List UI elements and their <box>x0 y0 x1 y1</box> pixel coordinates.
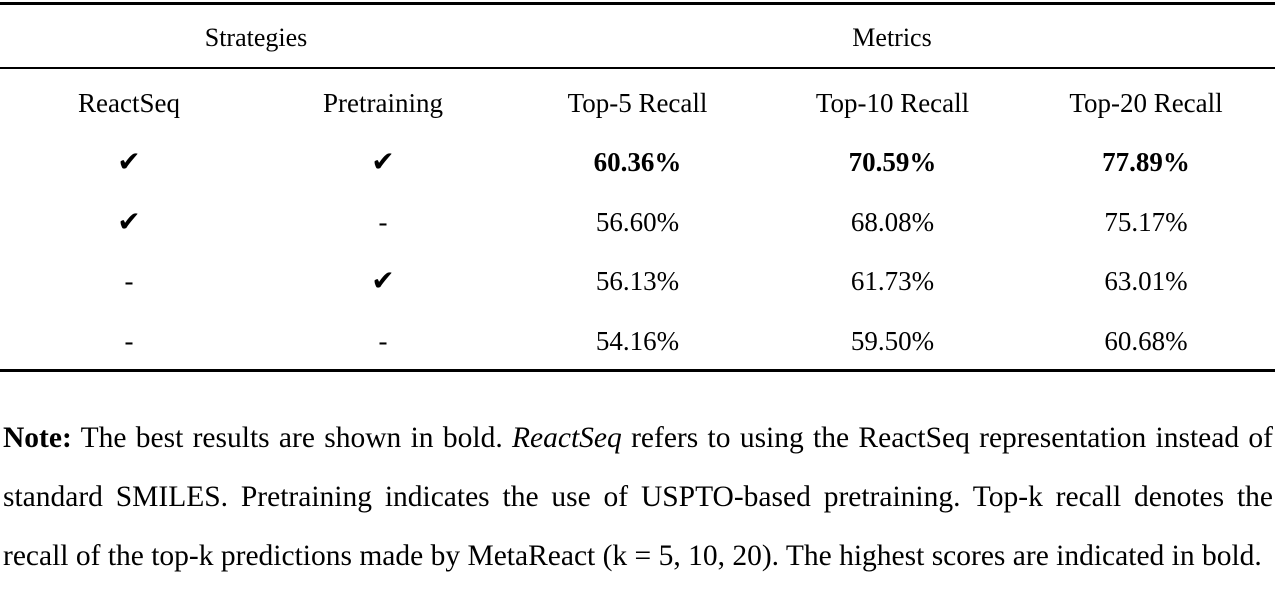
note-italic-term: ReactSeq <box>512 421 622 454</box>
group-header-metrics: Metrics <box>852 23 932 52</box>
table-bottom-rule <box>0 369 1275 372</box>
row4-top20-value: 60.68% <box>1104 326 1188 356</box>
row2-reactseq-check-icon: ✔ <box>117 205 141 238</box>
column-header-top20-recall: Top-20 Recall <box>1069 88 1223 118</box>
row4-pretraining-dash: - <box>378 326 388 356</box>
row2-top5-value: 56.60% <box>595 207 680 237</box>
column-header-reactseq: ReactSeq <box>78 88 180 118</box>
row1-top10-value: 70.59% <box>848 147 937 177</box>
row3-top20-value: 63.01% <box>1104 266 1188 296</box>
row1-reactseq-check-icon: ✔ <box>117 145 141 178</box>
column-header-top5-recall: Top-5 Recall <box>567 88 708 118</box>
table-top-rule <box>0 2 1275 5</box>
note-label: Note: <box>3 421 72 454</box>
row4-top10-value: 59.50% <box>850 326 935 356</box>
column-header-pretraining: Pretraining <box>323 88 443 118</box>
table-header-rule <box>0 67 1275 69</box>
table-note: Note: The best results are shown in bold… <box>3 409 1273 586</box>
row3-top10-value: 61.73% <box>850 266 935 296</box>
row3-top5-value: 56.13% <box>595 266 680 296</box>
note-text-part2: refers to using the ReactSeq representat… <box>3 421 1273 572</box>
row1-top5-value: 60.36% <box>593 147 682 177</box>
row3-reactseq-dash: - <box>124 266 134 296</box>
row2-top10-value: 68.08% <box>850 207 935 237</box>
row1-top20-value: 77.89% <box>1102 147 1190 177</box>
row4-reactseq-dash: - <box>124 326 134 356</box>
row2-top20-value: 75.17% <box>1104 207 1188 237</box>
row4-top5-value: 54.16% <box>595 326 680 356</box>
group-header-strategies: Strategies <box>204 23 308 52</box>
row2-pretraining-dash: - <box>378 207 388 237</box>
column-header-top10-recall: Top-10 Recall <box>815 88 970 118</box>
row3-pretraining-check-icon: ✔ <box>371 264 395 297</box>
row1-pretraining-check-icon: ✔ <box>371 145 395 178</box>
note-text-part1: The best results are shown in bold. <box>71 421 513 454</box>
